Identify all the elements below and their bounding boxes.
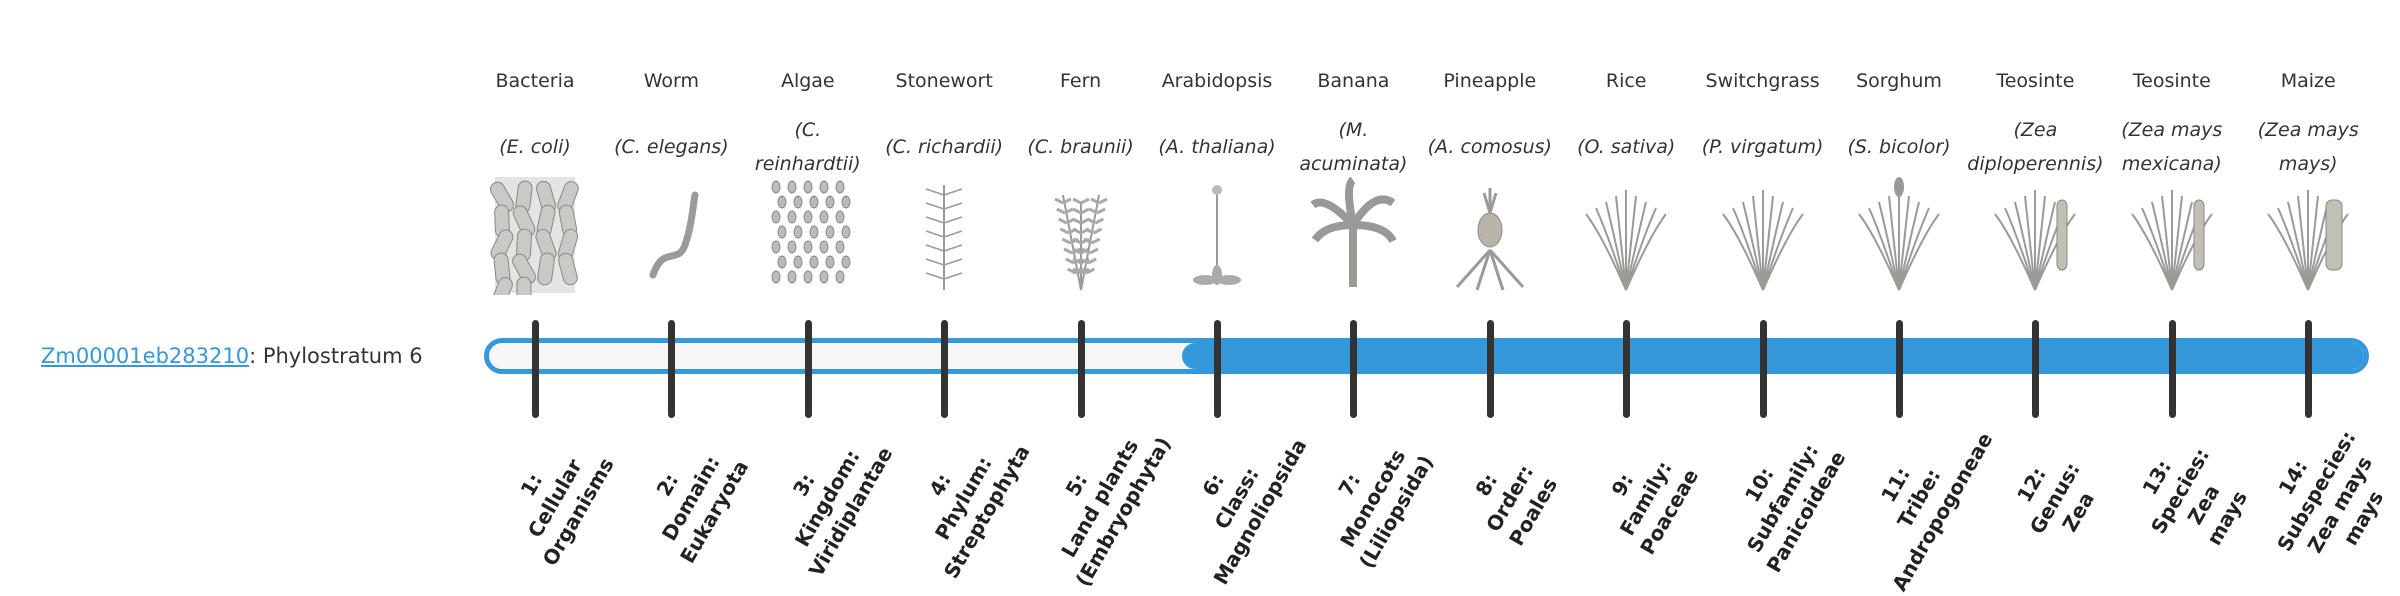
organism-species: (P. virgatum) bbox=[1695, 112, 1831, 182]
organism-species: (Zea diploperennis) bbox=[1967, 112, 2103, 182]
organism-name: Worm bbox=[643, 70, 700, 92]
organism-name: Pineapple bbox=[1443, 70, 1537, 92]
stratum-label: 14: Subspecies: Zea mays mays bbox=[2238, 427, 2400, 558]
sorghum-icon bbox=[1831, 175, 1967, 295]
stratum-tick bbox=[1486, 320, 1494, 418]
algae-icon bbox=[740, 175, 876, 295]
maize-icon bbox=[2240, 175, 2376, 295]
stratum-tick bbox=[2168, 320, 2176, 418]
organism-species: (S. bicolor) bbox=[1831, 112, 1967, 182]
species-text: (P. virgatum) bbox=[1701, 136, 1824, 158]
species-text: (E. coli) bbox=[499, 136, 571, 158]
organism-species: (Zea mays mays) bbox=[2240, 112, 2376, 182]
species-text: (C. reinhardtii) bbox=[754, 119, 861, 175]
species-text: (M. acuminata) bbox=[1299, 119, 1408, 175]
species-text: (Zea mays mexicana) bbox=[2121, 119, 2223, 175]
species-text: (A. thaliana) bbox=[1158, 136, 1276, 158]
fern-icon bbox=[1013, 175, 1149, 295]
organism-species: (Zea mays mexicana) bbox=[2104, 112, 2240, 182]
gene-label: Zm00001eb283210: Phylostratum 6 bbox=[41, 342, 423, 370]
worm-icon bbox=[603, 175, 739, 295]
organism-name: Banana bbox=[1317, 70, 1390, 92]
stratum-tick bbox=[668, 320, 676, 418]
species-text: (A. comosus) bbox=[1427, 136, 1552, 158]
species-text: (S. bicolor) bbox=[1847, 136, 1951, 158]
organism-name: Switchgrass bbox=[1705, 70, 1820, 92]
pineapple-icon bbox=[1422, 175, 1558, 295]
organism-species: (E. coli) bbox=[467, 112, 603, 182]
organism-species: (C. braunii) bbox=[1013, 112, 1149, 182]
organism-name: Fern bbox=[1060, 70, 1102, 92]
organism-species: (A. thaliana) bbox=[1149, 112, 1285, 182]
stratum-tick bbox=[804, 320, 812, 418]
species-text: (Zea diploperennis) bbox=[1967, 119, 2104, 175]
stratum-tick bbox=[2305, 320, 2313, 418]
stratum-tick bbox=[1896, 320, 1903, 418]
species-text: (C. richardii) bbox=[885, 136, 1004, 158]
organism-name: Bacteria bbox=[495, 70, 575, 92]
stratum-tick bbox=[941, 320, 949, 418]
organism-species: (O. sativa) bbox=[1558, 112, 1694, 182]
stratum-tick bbox=[2032, 320, 2040, 418]
phylostratum-bar bbox=[484, 338, 2369, 374]
species-text: (O. sativa) bbox=[1577, 136, 1676, 158]
stratum-tick bbox=[1214, 320, 1221, 418]
banana-icon bbox=[1285, 175, 1421, 295]
arabidopsis-icon bbox=[1149, 175, 1285, 295]
stratum-tick bbox=[1759, 320, 1767, 418]
teosinte-icon bbox=[1967, 175, 2103, 295]
phylostratum-text: : Phylostratum 6 bbox=[249, 344, 423, 368]
species-text: (Zea mays mays) bbox=[2257, 119, 2359, 175]
species-text: (C. braunii) bbox=[1027, 136, 1134, 158]
organism-species: (C. elegans) bbox=[603, 112, 739, 182]
organism-species: (M. acuminata) bbox=[1285, 112, 1421, 182]
organism-name: Algae bbox=[780, 70, 835, 92]
stratum-tick bbox=[1623, 320, 1631, 418]
organism-name: Teosinte bbox=[1996, 70, 2075, 92]
phylostratum-bar-fill bbox=[1182, 343, 2364, 369]
organism-name: Stonewort bbox=[895, 70, 993, 92]
organism-species: (A. comosus) bbox=[1422, 112, 1558, 182]
organism-species: (C. richardii) bbox=[876, 112, 1012, 182]
organism-name: Sorghum bbox=[1856, 70, 1942, 92]
stratum-tick bbox=[532, 320, 539, 418]
rice-icon bbox=[1558, 175, 1694, 295]
stratum-tick bbox=[1077, 320, 1085, 418]
organism-name: Maize bbox=[2280, 70, 2336, 92]
organism-name: Rice bbox=[1605, 70, 1647, 92]
switchgrass-icon bbox=[1695, 175, 1831, 295]
stratum-tick bbox=[1350, 320, 1358, 418]
stonewort-icon bbox=[876, 175, 1012, 295]
organism-name: Arabidopsis bbox=[1161, 70, 1273, 92]
teosinte-icon bbox=[2104, 175, 2240, 295]
species-text: (C. elegans) bbox=[614, 136, 729, 158]
gene-link[interactable]: Zm00001eb283210 bbox=[41, 344, 250, 368]
organism-name: Teosinte bbox=[2132, 70, 2211, 92]
bacteria-icon bbox=[467, 175, 603, 295]
organism-species: (C. reinhardtii) bbox=[740, 112, 876, 182]
